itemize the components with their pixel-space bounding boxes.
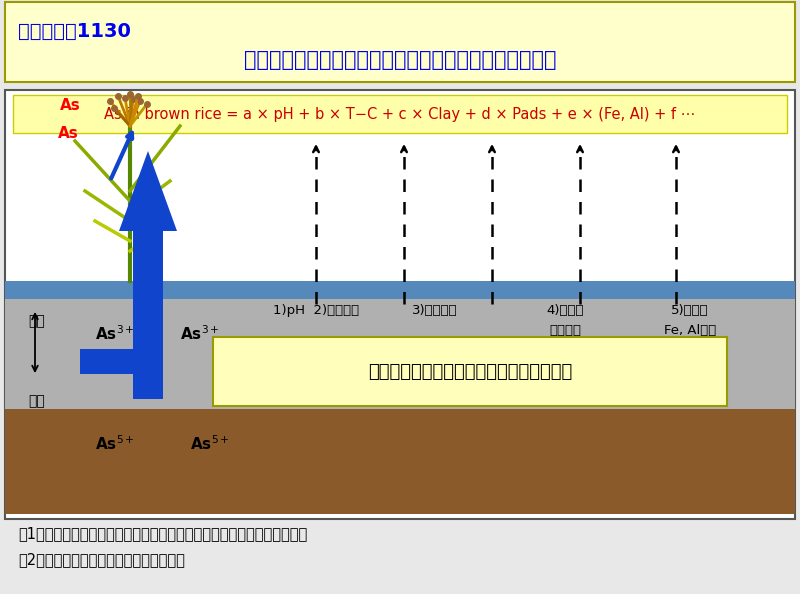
Text: 1)pH  2)炭素含量: 1)pH 2)炭素含量 (273, 304, 359, 317)
Bar (5, 281, 795, 299)
Text: As: As (58, 125, 78, 141)
Text: 各種土壌から玄米へのヒ素移行リスク評価: 各種土壌から玄米へのヒ素移行リスク評価 (368, 362, 572, 381)
Polygon shape (80, 349, 133, 374)
Bar (5, 2, 795, 82)
Text: As: As (60, 99, 80, 113)
Text: 吸収係数: 吸収係数 (549, 324, 581, 337)
Text: As$^{5+}$: As$^{5+}$ (190, 434, 230, 453)
Text: As in brown rice = a × pH + b × T−C + c × Clay + d × Pads + e × (Fe, Al) + f ⋯: As in brown rice = a × pH + b × T−C + c … (104, 106, 696, 122)
Text: As$^{3+}$: As$^{3+}$ (95, 324, 135, 343)
Bar (13, 95, 787, 133)
Bar (5, 90, 795, 519)
Text: 酸化: 酸化 (28, 394, 45, 408)
Bar (5, 409, 795, 514)
Text: 4)リン酸: 4)リン酸 (546, 304, 584, 317)
Text: （2）玄米のヒ素汚染リスクマップ作成へ: （2）玄米のヒ素汚染リスクマップ作成へ (18, 552, 185, 567)
Text: Fe, Al含量: Fe, Al含量 (664, 324, 716, 337)
Text: As$^{5+}$: As$^{5+}$ (95, 434, 135, 453)
Text: 課題番号　1130: 課題番号 1130 (18, 22, 131, 41)
Bar (5, 299, 795, 409)
Polygon shape (119, 151, 177, 399)
FancyBboxPatch shape (213, 337, 727, 406)
Text: （1）各種土壌特性から玄米のヒ素汚染リスクを評価できる予測式を提案: （1）各種土壌特性から玄米のヒ素汚染リスクを評価できる予測式を提案 (18, 526, 307, 541)
Text: 還元: 還元 (28, 314, 45, 328)
Text: 3)粒土含量: 3)粒土含量 (412, 304, 458, 317)
Text: 土壌特性に基づく玄米のヒ素汚染リスク予測技術の開発: 土壌特性に基づく玄米のヒ素汚染リスク予測技術の開発 (244, 50, 556, 70)
Text: As$^{3+}$: As$^{3+}$ (180, 324, 220, 343)
Text: 5)非晶質: 5)非晶質 (671, 304, 709, 317)
